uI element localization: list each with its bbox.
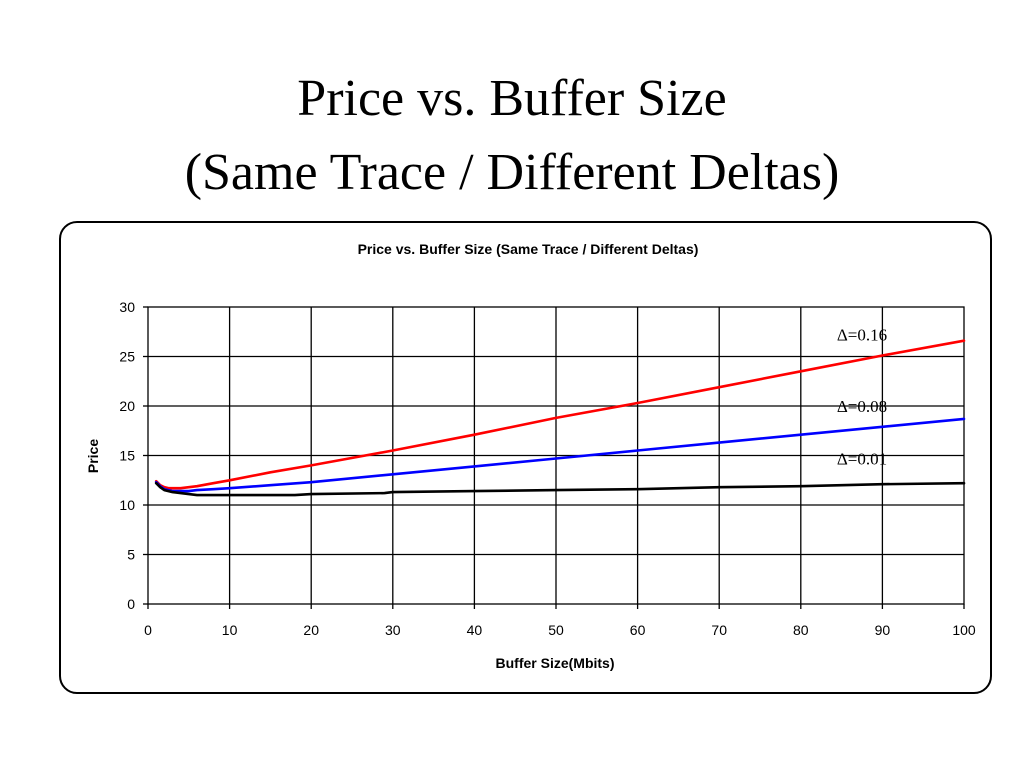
x-axis-label: Buffer Size(Mbits) [496, 655, 615, 671]
series-group [154, 339, 966, 497]
y-tick-label: 20 [119, 398, 135, 414]
x-tick-label: 80 [793, 622, 809, 638]
x-tick-label: 20 [303, 622, 319, 638]
x-tick-label: 90 [875, 622, 891, 638]
annotations: Δ=0.16 Δ=0.08 Δ=0.01 [837, 326, 887, 469]
annotation-label: Δ=0.08 [837, 397, 887, 416]
x-tick-label: 50 [548, 622, 564, 638]
x-tick-label: 40 [467, 622, 483, 638]
x-tick-label: 0 [144, 622, 152, 638]
slide-title: Price vs. Buffer Size (Same Trace / Diff… [0, 62, 1024, 210]
slide-title-line2: (Same Trace / Different Deltas) [184, 144, 840, 201]
chart: Price vs. Buffer Size (Same Trace / Diff… [85, 241, 976, 671]
y-tick-label: 5 [127, 547, 135, 563]
chart-title: Price vs. Buffer Size (Same Trace / Diff… [358, 241, 699, 257]
slide-title-line1: Price vs. Buffer Size [297, 70, 727, 127]
y-tick-label: 0 [127, 596, 135, 612]
y-tick-label: 15 [119, 448, 135, 464]
x-tick-label: 100 [952, 622, 976, 638]
series-line [154, 481, 966, 497]
tick-labels: 0 10 20 30 40 50 60 70 80 90 100 0 5 10 15 20 25 30 [119, 299, 975, 638]
y-tick-label: 30 [119, 299, 135, 315]
y-tick-label: 10 [119, 497, 135, 513]
x-tick-label: 60 [630, 622, 646, 638]
chart-frame: Price vs. Buffer Size (Same Trace / Diff… [59, 221, 992, 694]
series-line [154, 339, 966, 490]
y-axis-label: Price [85, 439, 101, 473]
annotation-label: Δ=0.16 [837, 326, 887, 345]
x-tick-label: 10 [222, 622, 238, 638]
x-tick-label: 70 [711, 622, 727, 638]
x-tick-label: 30 [385, 622, 401, 638]
grid [143, 306, 965, 609]
annotation-label: Δ=0.01 [837, 449, 887, 468]
y-tick-label: 25 [119, 349, 135, 365]
